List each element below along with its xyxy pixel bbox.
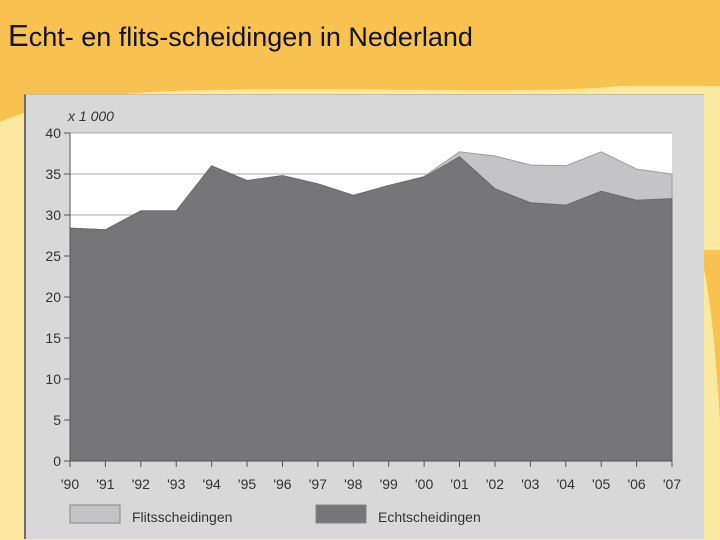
title-band [0,0,720,86]
x-tick-label: '94 [203,476,221,492]
chart-panel: 0 5 10 15 20 25 30 35 40 '90'91'92'93'94'95'96'9… [24,94,704,539]
legend-label-echtscheidingen: Echtscheidingen [378,509,481,525]
decorative-swoosh-right [700,250,720,420]
slide-title: Echt- en flits-scheidingen in Nederland [8,18,473,54]
slide-title-text: cht- en flits-scheidingen in Nederland [28,22,473,52]
x-tick-label: '98 [344,476,362,492]
x-tick-label: '00 [415,476,433,492]
x-tick-label: '04 [557,476,575,492]
y-tick-label: 15 [45,330,61,346]
x-tick-label: '02 [486,476,504,492]
y-tick-label: 20 [45,289,61,305]
legend-label-flitsscheidingen: Flitsscheidingen [132,509,232,525]
x-tick-label: '97 [309,476,327,492]
x-axis: '90 '91 '92 '93 '94 '95 '96 '97 '98 '99 '00 '01 '02 '… [61,460,681,492]
x-tick-label: '96 [273,476,291,492]
legend: Flitsscheidingen Echtscheidingen [69,504,481,525]
legend-swatch-echtscheidingen [315,504,367,524]
x-tick-label: '92 [132,476,150,492]
x-tick-label: '93 [167,476,185,492]
x-tick-label: '06 [627,476,645,492]
x-tick-label: '91 [96,476,114,492]
x-tick-label: '90 [61,476,79,492]
y-tick-label: 5 [53,412,61,428]
echtscheidingen-area [69,156,673,462]
legend-swatch-flitsscheidingen [69,504,121,524]
y-tick-label: 35 [45,166,61,182]
x-tick-label: '95 [238,476,256,492]
x-tick-label: '03 [521,476,539,492]
x-tick-label: '01 [450,476,468,492]
y-tick-label: 0 [53,453,61,469]
y-tick-label: 10 [45,371,61,387]
x-tick-label: '07 [663,476,681,492]
x-tick-label: '05 [592,476,610,492]
y-tick-label: 25 [45,248,61,264]
y-axis: 0 5 10 15 20 25 30 35 40 [45,125,71,469]
y-tick-label: 30 [45,207,61,223]
area-series [69,151,673,462]
unit-label: x 1 000 [67,108,114,124]
x-tick-label: '99 [380,476,398,492]
y-tick-label: 40 [45,125,61,141]
slide-title-first-letter: E [8,18,29,53]
decorative-swoosh-top [0,86,620,122]
